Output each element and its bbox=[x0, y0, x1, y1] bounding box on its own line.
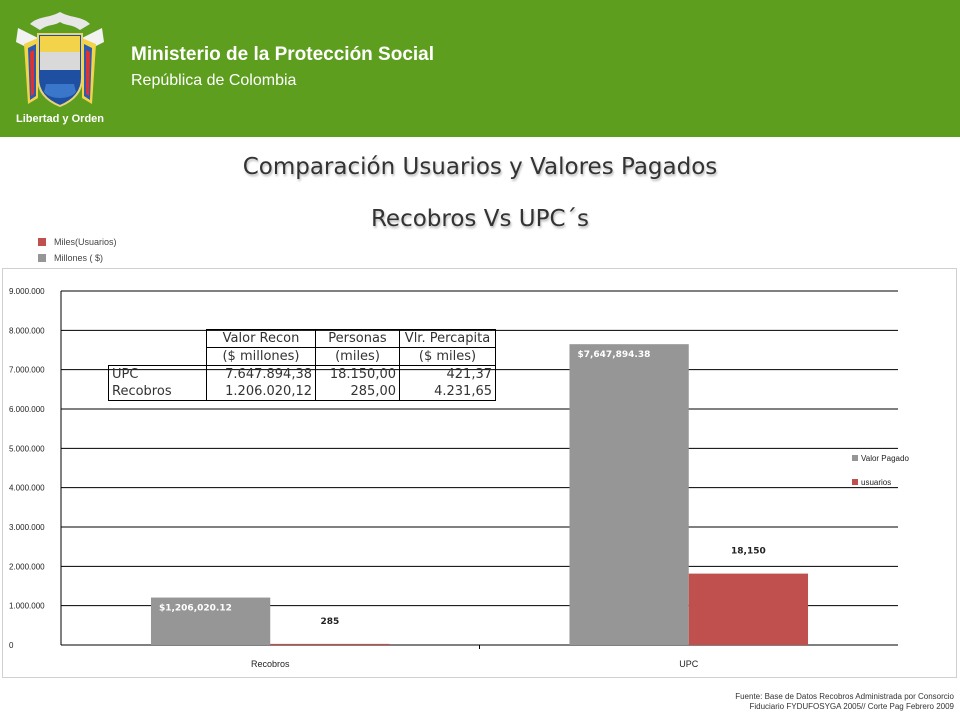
table-row: UPC 7.647.894,38 18.150,00 421,37 bbox=[108, 365, 496, 383]
coat-of-arms-logo: Libertad y Orden bbox=[16, 12, 104, 125]
unit-legend-users: Miles(Usuarios) bbox=[38, 237, 117, 247]
y-tick-label: 7.000.000 bbox=[9, 366, 45, 375]
y-tick-label: 6.000.000 bbox=[9, 405, 45, 414]
y-tick-label: 3.000.000 bbox=[9, 523, 45, 532]
source-line-1: Fuente: Base de Datos Recobros Administr… bbox=[735, 692, 954, 701]
table-header: Personas bbox=[315, 329, 400, 348]
table-cell-label: Recobros bbox=[108, 383, 207, 401]
data-label: 18,150 bbox=[731, 547, 766, 557]
unit-swatch-users bbox=[38, 238, 46, 246]
table-cell: 7.647.894,38 bbox=[206, 365, 316, 383]
bar-usuarios bbox=[270, 643, 390, 645]
table-header-unit: ($ miles) bbox=[399, 347, 496, 366]
y-tick-label: 5.000.000 bbox=[9, 444, 45, 453]
slide-subtitle: Recobros Vs UPC´s bbox=[370, 206, 589, 232]
legend-swatch bbox=[852, 455, 858, 461]
y-tick-label: 2.000.000 bbox=[9, 562, 45, 571]
bar-valor-pagado bbox=[150, 597, 271, 645]
table-cell: 421,37 bbox=[399, 365, 496, 383]
table-header-empty bbox=[109, 348, 207, 366]
table-header-row-1: Valor Recon Personas Vlr. Percapita bbox=[109, 329, 496, 348]
source-line-2: Fiduciario FYDUFOSYGA 2005// Corte Pag F… bbox=[749, 702, 954, 711]
slide-title: Comparación Usuarios y Valores Pagados bbox=[242, 154, 718, 180]
data-label: 285 bbox=[320, 617, 339, 627]
table-cell: 1.206.020,12 bbox=[206, 383, 316, 401]
table-cell-label: UPC bbox=[108, 365, 207, 383]
y-tick-label: 9.000.000 bbox=[9, 287, 45, 296]
unit-swatch-money bbox=[38, 254, 46, 262]
table-header: Vlr. Percapita bbox=[399, 329, 496, 348]
logo-motto: Libertad y Orden bbox=[16, 113, 104, 125]
table-row: Recobros 1.206.020,12 285,00 4.231,65 bbox=[108, 383, 496, 401]
table-header-empty bbox=[109, 330, 207, 348]
summary-table: Valor Recon Personas Vlr. Percapita ($ m… bbox=[108, 329, 496, 401]
table-cell: 18.150,00 bbox=[315, 365, 400, 383]
legend-swatch bbox=[852, 479, 858, 485]
y-tick-label: 0 bbox=[9, 641, 14, 650]
bar-valor-pagado bbox=[569, 344, 689, 645]
legend-label: usuarios bbox=[861, 478, 891, 487]
y-tick-label: 8.000.000 bbox=[9, 326, 45, 335]
table-header: Valor Recon bbox=[206, 329, 316, 348]
ministry-subtitle: República de Colombia bbox=[131, 72, 297, 89]
data-label: $1,206,020.12 bbox=[159, 604, 232, 614]
data-label: $7,647,894.38 bbox=[577, 350, 650, 360]
y-tick-label: 1.000.000 bbox=[9, 602, 45, 611]
x-tick-label: UPC bbox=[679, 659, 699, 669]
source-note: Fuente: Base de Datos Recobros Administr… bbox=[735, 692, 954, 712]
table-header-unit: ($ millones) bbox=[206, 347, 316, 366]
unit-legend-money: Millones ( $) bbox=[38, 253, 103, 263]
y-tick-label: 4.000.000 bbox=[9, 484, 45, 493]
header-banner: Libertad y Orden Ministerio de la Protec… bbox=[0, 0, 960, 137]
unit-label-money: Millones ( $) bbox=[54, 253, 104, 263]
x-tick-label: Recobros bbox=[251, 659, 290, 669]
unit-label-users: Miles(Usuarios) bbox=[54, 237, 117, 247]
table-cell: 285,00 bbox=[315, 383, 400, 401]
legend-label: Valor Pagado bbox=[861, 454, 909, 463]
table-header-row-2: ($ millones) (miles) ($ miles) bbox=[109, 347, 496, 366]
table-header-unit: (miles) bbox=[315, 347, 400, 366]
ministry-title: Ministerio de la Protección Social bbox=[131, 44, 435, 65]
table-cell: 4.231,65 bbox=[399, 383, 496, 401]
bar-usuarios bbox=[688, 573, 809, 645]
